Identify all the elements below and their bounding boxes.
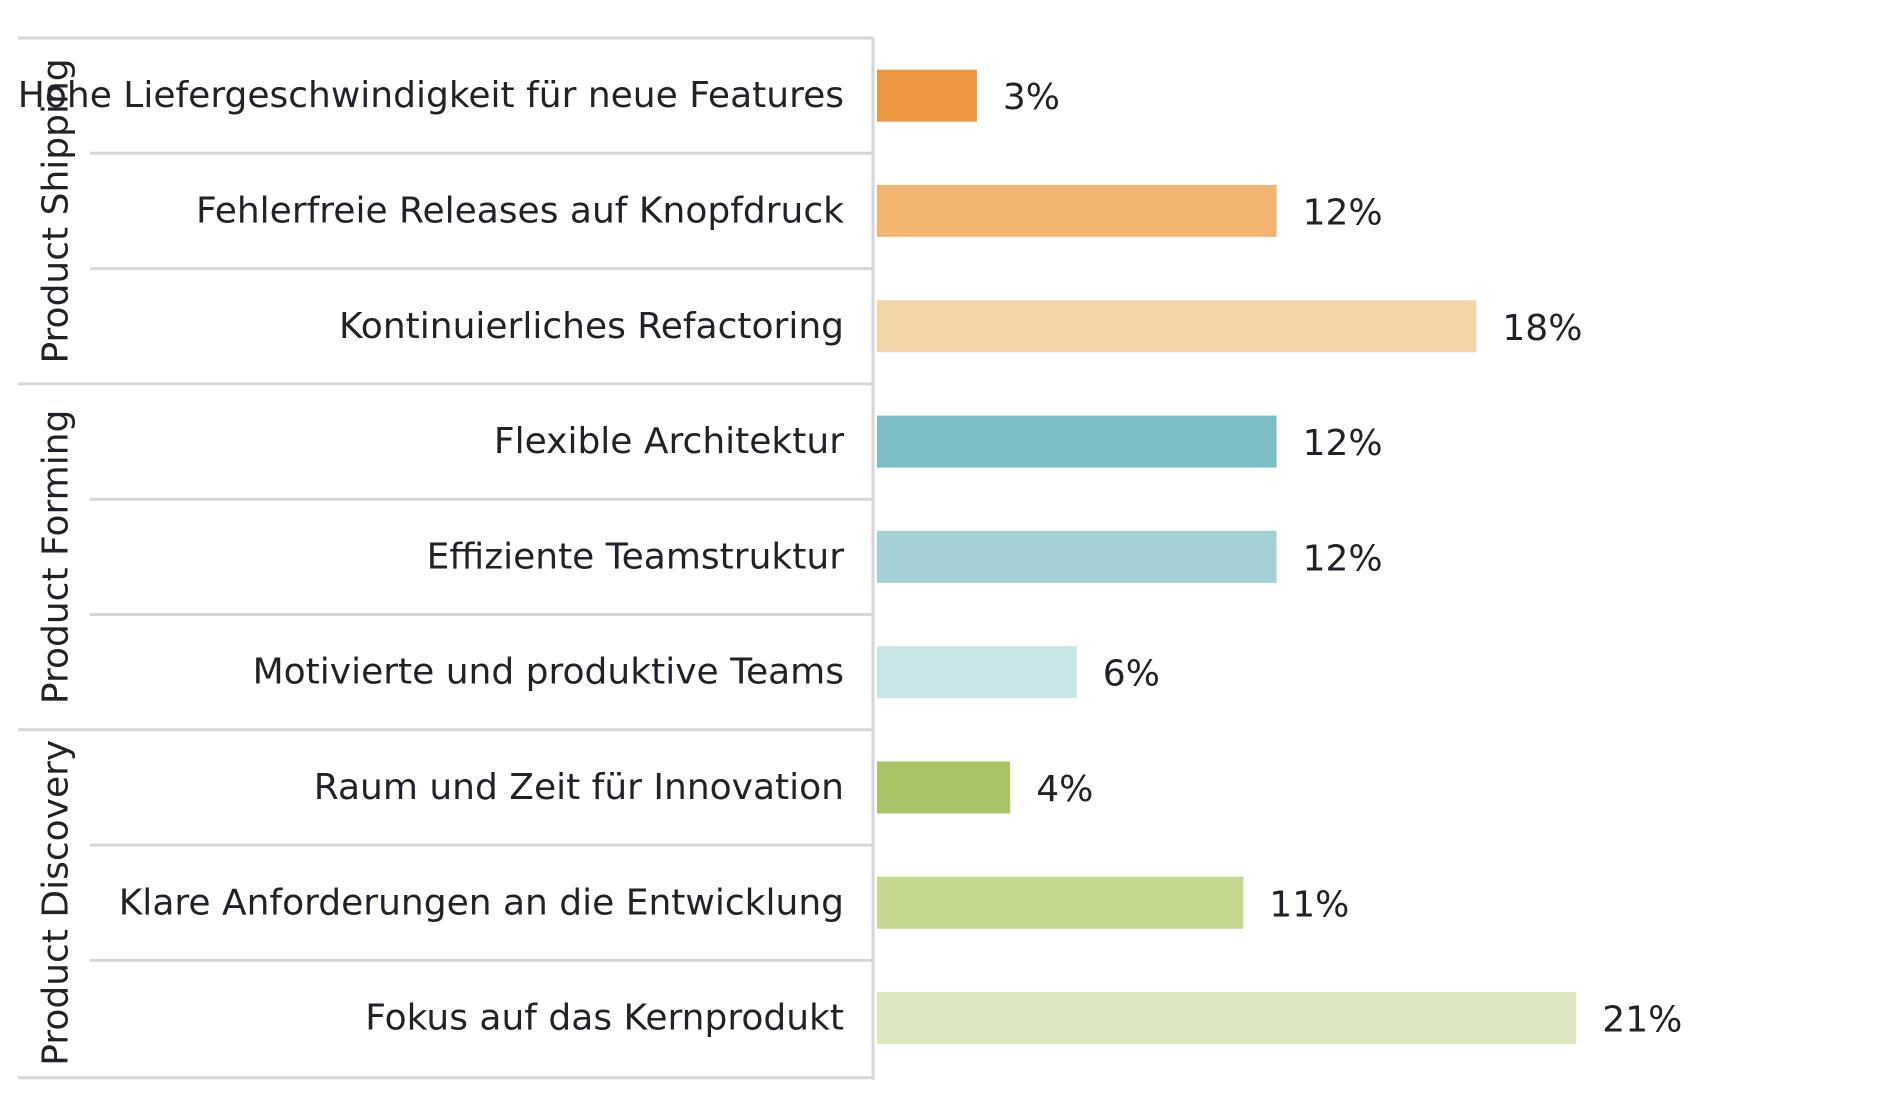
bar-fehlerfreie-releases-auf-knopfdruck xyxy=(877,184,1277,237)
group-label-product-discovery: Product Discovery xyxy=(36,740,77,1066)
bar-klare-anforderungen-an-die-entwicklung xyxy=(877,876,1244,929)
category-label-hohe-liefergeschwindigkeit-fuer-neue-features: Hohe Liefergeschwindigkeit für neue Feat… xyxy=(18,75,844,116)
value-label-kontinuierliches-refactoring: 18% xyxy=(1502,308,1582,349)
bar-hohe-liefergeschwindigkeit-fuer-neue-features xyxy=(877,69,977,122)
category-label-motivierte-und-produktive-teams: Motivierte und produktive Teams xyxy=(253,652,844,693)
category-label-effiziente-teamstruktur: Effiziente Teamstruktur xyxy=(427,536,845,577)
table-grid xyxy=(18,36,875,1080)
category-label-flexible-architektur: Flexible Architektur xyxy=(494,421,844,462)
value-label-fokus-auf-das-kernprodukt: 21% xyxy=(1602,1000,1682,1041)
value-labels: 3% 12% 18% 12% 12% 6% 4% 11% 21% xyxy=(1003,77,1682,1040)
group-label-product-shipping: Product Shipping xyxy=(36,58,77,363)
bar-fokus-auf-das-kernprodukt xyxy=(877,992,1577,1045)
group-labels: Product Shipping Product Forming Product D… xyxy=(36,58,77,1065)
bar-motivierte-und-produktive-teams xyxy=(877,646,1077,699)
category-label-kontinuierliches-refactoring: Kontinuierliches Refactoring xyxy=(339,306,844,347)
value-label-fehlerfreie-releases-auf-knopfdruck: 12% xyxy=(1303,192,1383,233)
value-label-klare-anforderungen-an-die-entwicklung: 11% xyxy=(1269,884,1349,925)
category-label-fehlerfreie-releases-auf-knopfdruck: Fehlerfreie Releases auf Knopfdruck xyxy=(196,190,844,231)
bar-raum-und-zeit-fuer-innovation xyxy=(877,761,1011,814)
category-labels: Hohe Liefergeschwindigkeit für neue Feat… xyxy=(18,75,844,1038)
value-label-raum-und-zeit-fuer-innovation: 4% xyxy=(1036,769,1093,810)
value-label-flexible-architektur: 12% xyxy=(1303,423,1383,464)
bar-kontinuierliches-refactoring xyxy=(877,300,1477,353)
group-label-product-forming: Product Forming xyxy=(36,410,77,705)
value-label-motivierte-und-produktive-teams: 6% xyxy=(1103,654,1160,695)
category-label-raum-und-zeit-fuer-innovation: Raum und Zeit für Innovation xyxy=(314,767,844,808)
value-label-effiziente-teamstruktur: 12% xyxy=(1303,538,1383,579)
category-label-klare-anforderungen-an-die-entwicklung: Klare Anforderungen an die Entwicklung xyxy=(119,882,844,923)
bar-effiziente-teamstruktur xyxy=(877,530,1277,583)
bar-flexible-architektur xyxy=(877,415,1277,468)
category-label-fokus-auf-das-kernprodukt: Fokus auf das Kernprodukt xyxy=(365,998,844,1039)
value-label-hohe-liefergeschwindigkeit-fuer-neue-features: 3% xyxy=(1003,77,1060,118)
bars xyxy=(877,69,1577,1045)
